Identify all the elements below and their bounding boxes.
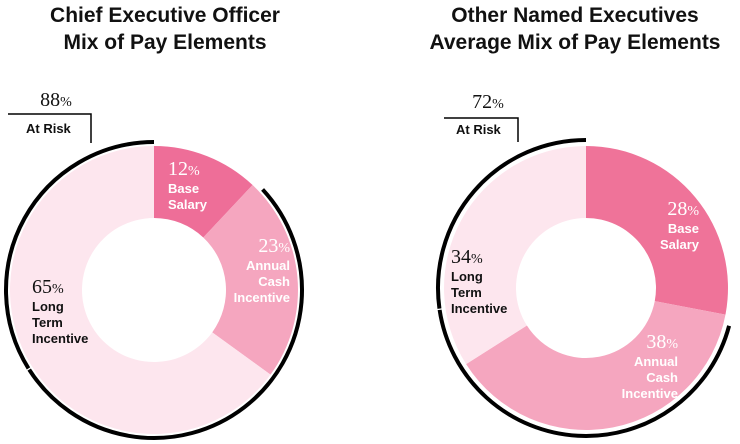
ceo-title-line-1: Chief Executive Officer bbox=[50, 4, 280, 27]
donut-0: 88% At Risk 12% Base Salary 23% Annual Cash Ince… bbox=[4, 89, 305, 440]
donut-1-label-0: 28% Base Salary bbox=[660, 198, 700, 252]
donut-0-slice-1 bbox=[203, 185, 299, 375]
ceo-title-line-2: Mix of Pay Elements bbox=[63, 31, 267, 54]
donut-1-at-risk-value: 72% bbox=[472, 91, 504, 113]
donut-1-label-2: 34% Long Term Incentive bbox=[451, 246, 507, 316]
donut-1-slice-1 bbox=[466, 301, 726, 431]
donut-1-label-1: 38% Annual Cash Incentive bbox=[622, 331, 679, 401]
donut-1-ring-fixed bbox=[436, 138, 587, 309]
donut-0-label-1: 23% Annual Cash Incentive bbox=[234, 235, 291, 305]
donut-0-label-2: 65% Long Term Incentive bbox=[32, 276, 88, 346]
neo-title-line-2: Average Mix of Pay Elements bbox=[429, 31, 721, 54]
ceo-chart-title: Chief Executive Officer Mix of Pay Eleme… bbox=[0, 2, 330, 56]
donut-0-at-risk-bracket bbox=[8, 113, 92, 143]
donut-0-at-risk-value: 88% bbox=[40, 89, 72, 111]
neo-chart-title: Other Named Executives Average Mix of Pa… bbox=[410, 2, 740, 56]
donut-1: 72% At Risk 28% Base Salary 38% Annual Cash Ince… bbox=[436, 91, 732, 438]
donut-0-at-risk-label: At Risk bbox=[26, 121, 72, 136]
donut-0-slice-0 bbox=[154, 146, 253, 238]
donut-0-ring-at-risk bbox=[27, 188, 305, 440]
donut-1-slice-0 bbox=[586, 146, 728, 315]
donut-0-ring-fixed bbox=[4, 140, 155, 370]
donut-0-label-0: 12% Base Salary bbox=[168, 158, 208, 212]
donut-1-at-risk-label: At Risk bbox=[456, 122, 502, 137]
donut-0-slice-2 bbox=[10, 146, 271, 435]
donut-1-ring-at-risk bbox=[437, 309, 732, 438]
neo-title-line-1: Other Named Executives bbox=[451, 4, 699, 27]
donut-1-slice-2 bbox=[444, 146, 586, 365]
donut-1-at-risk-bracket bbox=[444, 117, 519, 142]
